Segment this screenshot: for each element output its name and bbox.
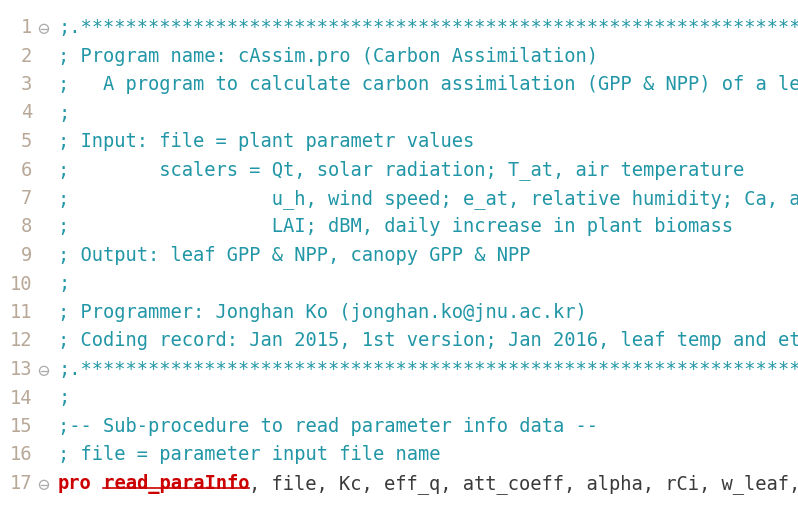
Text: 5: 5 (21, 132, 32, 151)
Text: 10: 10 (10, 274, 32, 293)
Text: ; file = parameter input file name: ; file = parameter input file name (58, 446, 440, 465)
Text: 16: 16 (10, 446, 32, 465)
Text: ;: ; (58, 103, 69, 122)
Text: , file, Kc, eff_q, att_coeff, alpha, rCi, w_leaf, iAn, R_a, R_b: , file, Kc, eff_q, att_coeff, alpha, rCi… (249, 474, 798, 494)
Text: ;: ; (58, 389, 69, 408)
Text: 14: 14 (10, 389, 32, 408)
Text: 9: 9 (21, 246, 32, 265)
Text: 2: 2 (21, 46, 32, 65)
Text: 11: 11 (10, 303, 32, 322)
Text: ; Input: file = plant parametr values: ; Input: file = plant parametr values (58, 132, 474, 151)
Text: ;.******************************************************************************: ;.**************************************… (58, 18, 798, 37)
Text: 12: 12 (10, 332, 32, 351)
Text: 4: 4 (21, 103, 32, 122)
Text: 3: 3 (21, 75, 32, 94)
Text: ; Coding record: Jan 2015, 1st version; Jan 2016, leaf temp and etc updated: ; Coding record: Jan 2015, 1st version; … (58, 332, 798, 351)
Text: 8: 8 (21, 217, 32, 236)
Text: ; Output: leaf GPP & NPP, canopy GPP & NPP: ; Output: leaf GPP & NPP, canopy GPP & N… (58, 246, 531, 265)
Text: ; Program name: cAssim.pro (Carbon Assimilation): ; Program name: cAssim.pro (Carbon Assim… (58, 46, 598, 65)
Text: ;: ; (58, 274, 69, 293)
Text: ; Programmer: Jonghan Ko (jonghan.ko@jnu.ac.kr): ; Programmer: Jonghan Ko (jonghan.ko@jnu… (58, 303, 587, 322)
Text: 1: 1 (21, 18, 32, 37)
Text: ;                  LAI; dBM, daily increase in plant biomass: ; LAI; dBM, daily increase in plant biom… (58, 217, 733, 236)
Text: read_paraInfo: read_paraInfo (92, 474, 249, 494)
Text: 15: 15 (10, 417, 32, 436)
Text: 13: 13 (10, 360, 32, 379)
Text: ;        scalers = Qt, solar radiation; T_at, air temperature: ; scalers = Qt, solar radiation; T_at, a… (58, 160, 745, 180)
Text: 7: 7 (21, 189, 32, 208)
Text: ;.******************************************************************************: ;.**************************************… (58, 360, 798, 379)
Text: ;-- Sub-procedure to read parameter info data --: ;-- Sub-procedure to read parameter info… (58, 417, 598, 436)
Text: 17: 17 (10, 474, 32, 493)
Text: ;   A program to calculate carbon assimilation (GPP & NPP) of a leaf & canopy: ; A program to calculate carbon assimila… (58, 75, 798, 94)
Text: ;                  u_h, wind speed; e_at, relative humidity; Ca, atmospheric CO2: ; u_h, wind speed; e_at, relative humidi… (58, 189, 798, 209)
Text: 6: 6 (21, 160, 32, 179)
Text: pro: pro (58, 474, 92, 493)
